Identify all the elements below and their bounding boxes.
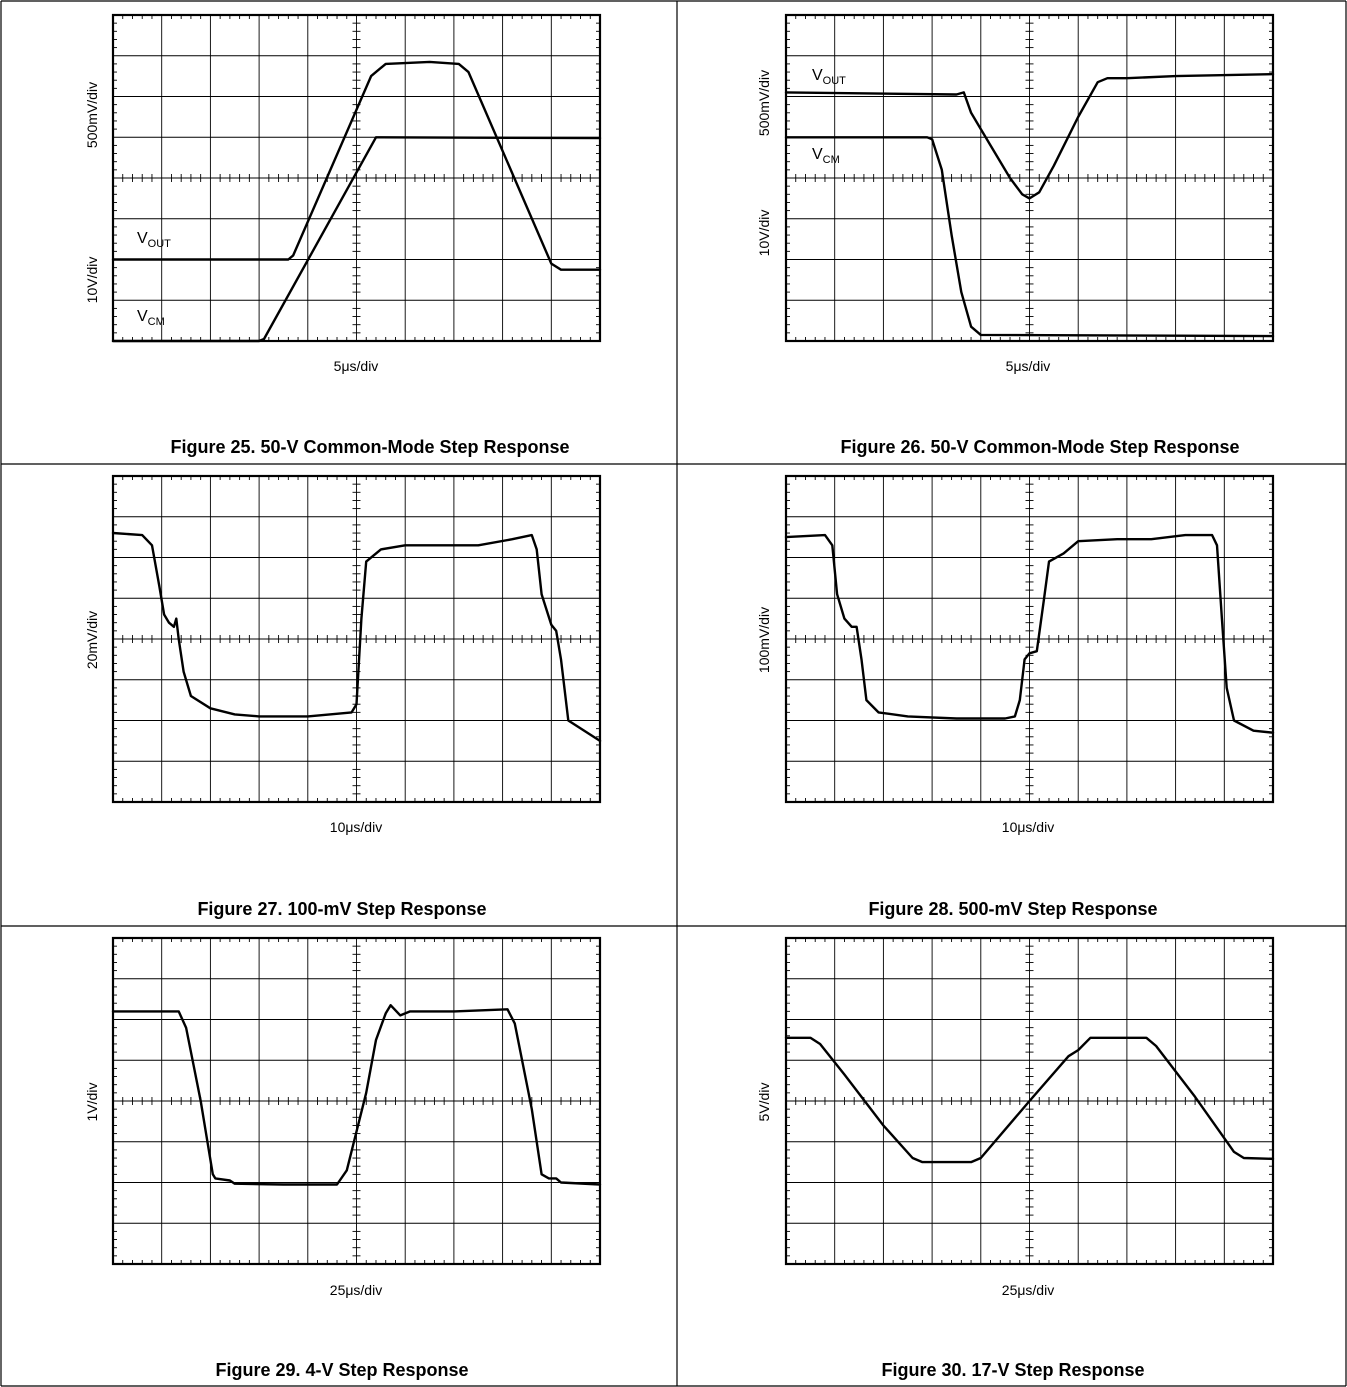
plot-border (111, 936, 602, 1266)
plot-area (111, 13, 602, 343)
x-axis-label: 10μs/div (1002, 819, 1054, 835)
trace-signal (111, 1004, 602, 1186)
chart-figure-28: 10μs/div 100mV/div Figure 28. 500-mV Ste… (756, 474, 1275, 919)
chart-figure-25: 5μs/div 500mV/div 10V/div VOUT VCM Figur… (84, 13, 602, 457)
trace-v-out (111, 60, 602, 271)
trace-label-vcm: VCM (812, 146, 840, 166)
chart-figure-30: 25μs/div 5V/div Figure 30. 17-V Step Res… (756, 936, 1275, 1380)
plot-area (784, 936, 1275, 1266)
trace-signal (784, 1036, 1275, 1164)
y-axis-label-upper: 500mV/div (756, 70, 772, 136)
figure-caption: Figure 29. 4-V Step Response (215, 1360, 468, 1380)
y-axis-label: 1V/div (84, 1083, 100, 1122)
plot-border (784, 474, 1275, 804)
y-axis-label: 5V/div (756, 1083, 772, 1122)
y-axis-label: 20mV/div (84, 611, 100, 669)
plot-border (784, 936, 1275, 1266)
chart-figure-26: 5μs/div 500mV/div 10V/div VOUT VCM Figur… (756, 13, 1275, 457)
y-axis-label-lower: 10V/div (756, 210, 772, 257)
figure-caption: Figure 26. 50-V Common-Mode Step Respons… (840, 437, 1239, 457)
trace-signal (784, 533, 1275, 734)
trace-v-out (784, 72, 1275, 200)
chart-figure-29: 25μs/div 1V/div Figure 29. 4-V Step Resp… (84, 936, 602, 1380)
chart-figure-27: 10μs/div 20mV/div Figure 27. 100-mV Step… (84, 474, 602, 919)
trace-signal (111, 531, 602, 743)
plot-border (784, 13, 1275, 343)
trace-label-vout: VOUT (137, 230, 171, 250)
x-axis-label: 10μs/div (330, 819, 382, 835)
figure-caption: Figure 27. 100-mV Step Response (197, 899, 486, 919)
plot-area (111, 936, 602, 1266)
trace-v-cm (784, 136, 1275, 338)
plot-border (111, 13, 602, 343)
plot-border (111, 474, 602, 804)
figure-caption: Figure 28. 500-mV Step Response (868, 899, 1157, 919)
y-axis-label-lower: 10V/div (84, 257, 100, 304)
plot-area (784, 474, 1275, 804)
x-axis-label: 5μs/div (334, 358, 379, 374)
trace-label-vcm: VCM (137, 308, 165, 328)
x-axis-label: 25μs/div (330, 1282, 382, 1298)
y-axis-label: 100mV/div (756, 607, 772, 673)
plot-area (111, 474, 602, 804)
y-axis-label-upper: 500mV/div (84, 82, 100, 148)
x-axis-label: 25μs/div (1002, 1282, 1054, 1298)
figure-caption: Figure 25. 50-V Common-Mode Step Respons… (170, 437, 569, 457)
x-axis-label: 5μs/div (1006, 358, 1051, 374)
figure-caption: Figure 30. 17-V Step Response (881, 1360, 1144, 1380)
trace-label-vout: VOUT (812, 67, 846, 87)
plot-area (784, 13, 1275, 343)
trace-v-cm (111, 136, 602, 343)
